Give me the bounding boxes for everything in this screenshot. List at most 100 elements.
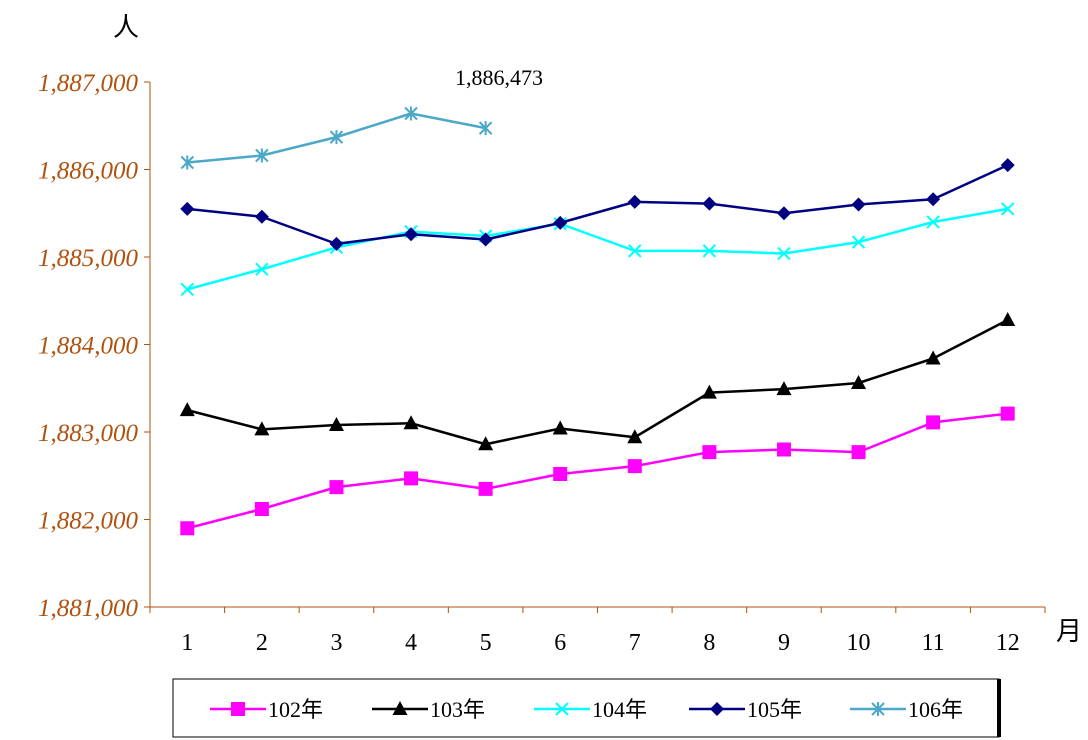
y-tick-label: 1,881,000 [38,595,139,622]
series-line [186,207,1008,291]
legend-items: 102年 103年 104年 105年 106年 [210,697,963,722]
legend-box-shadow [997,679,1001,737]
data-point [404,471,419,486]
data-point [776,381,792,396]
x-tick-label: 4 [405,630,417,656]
data-point [777,246,791,261]
data-point [404,106,418,121]
data-point [404,227,419,242]
legend: 102年 103年 104年 105年 106年 [172,678,1001,738]
legend-marker [871,702,885,716]
series-4 [180,158,1015,251]
y-unit-label: 人 [113,13,139,43]
peak-annotation: 1,886,473 [455,65,543,90]
x-tick-label: 7 [629,630,641,656]
data-point [255,262,269,276]
data-point [1001,202,1015,216]
x-tick-label: 1 [181,630,193,656]
series-layer [179,106,1016,536]
x-tick-label: 9 [778,630,790,656]
legend-item: 105年 [689,697,802,722]
data-point [776,442,791,457]
legend-label: 106年 [908,697,963,722]
data-point [552,420,568,435]
legend-label: 104年 [592,697,647,722]
data-point [1000,158,1015,173]
data-point [925,350,941,365]
y-tick-label: 1,886,000 [38,158,139,185]
data-point [702,196,717,211]
data-point [328,417,344,431]
series-5 [180,106,493,170]
data-point [627,194,642,209]
series-1 [180,406,1015,536]
data-point [180,521,195,536]
data-point [1000,406,1015,421]
y-tick-label: 1,883,000 [38,420,139,447]
x-tick-label: 6 [554,630,566,656]
x-tick-label: 5 [480,630,492,656]
data-point [254,209,269,224]
data-point [180,155,194,170]
legend-label: 103年 [430,697,485,722]
data-point [180,201,195,216]
data-point [627,429,643,444]
series-line [186,412,1008,530]
data-point [628,244,642,258]
legend-marker [710,702,724,716]
legend-label: 105年 [747,697,802,722]
x-tick-label: 3 [330,630,342,656]
x-unit-label: 月 [1056,617,1082,647]
data-point [478,232,493,247]
data-point [179,402,195,417]
data-point [851,375,867,389]
x-tick-label: 12 [996,630,1020,656]
series-3 [180,202,1015,297]
data-point [478,121,493,136]
data-point [553,467,568,481]
data-point [776,206,791,221]
data-point [478,481,493,496]
legend-item: 102年 [210,697,323,722]
x-tick-label: 11 [922,630,945,656]
legend-item: 103年 [372,697,485,722]
legend-marker [555,702,569,716]
y-tick-label: 1,885,000 [38,245,139,272]
data-point [851,445,866,460]
data-point [254,502,269,516]
data-point [255,148,269,163]
data-point [329,480,344,495]
y-tick-label: 1,884,000 [38,333,139,360]
legend-item: 106年 [850,697,963,722]
data-point [701,384,717,399]
data-point [478,436,494,451]
x-tick-label: 8 [703,630,715,656]
series-line [186,318,1009,446]
x-tick-label: 2 [256,630,268,656]
data-point [926,215,940,229]
legend-marker [392,701,408,715]
data-point [926,415,941,430]
data-point [702,445,717,460]
axes: 1,881,000 1,882,000 1,883,000 1,884,000 1,88… [38,70,1046,656]
x-tick-label: 10 [847,630,871,656]
data-point [627,459,642,474]
series-line [187,163,1009,246]
data-point [553,215,568,230]
legend-label: 102年 [268,697,323,722]
data-point [851,235,866,249]
data-point [851,197,866,212]
data-point [926,192,941,207]
data-point [254,421,270,436]
data-point [180,282,194,297]
data-point [403,415,419,430]
data-point [702,244,717,258]
y-tick-label: 1,882,000 [38,508,139,535]
legend-item: 104年 [534,697,647,722]
y-tick-label: 1,887,000 [38,70,139,97]
data-point [329,236,344,251]
data-point [329,130,344,145]
series-2 [179,312,1016,451]
data-point [1000,312,1016,326]
